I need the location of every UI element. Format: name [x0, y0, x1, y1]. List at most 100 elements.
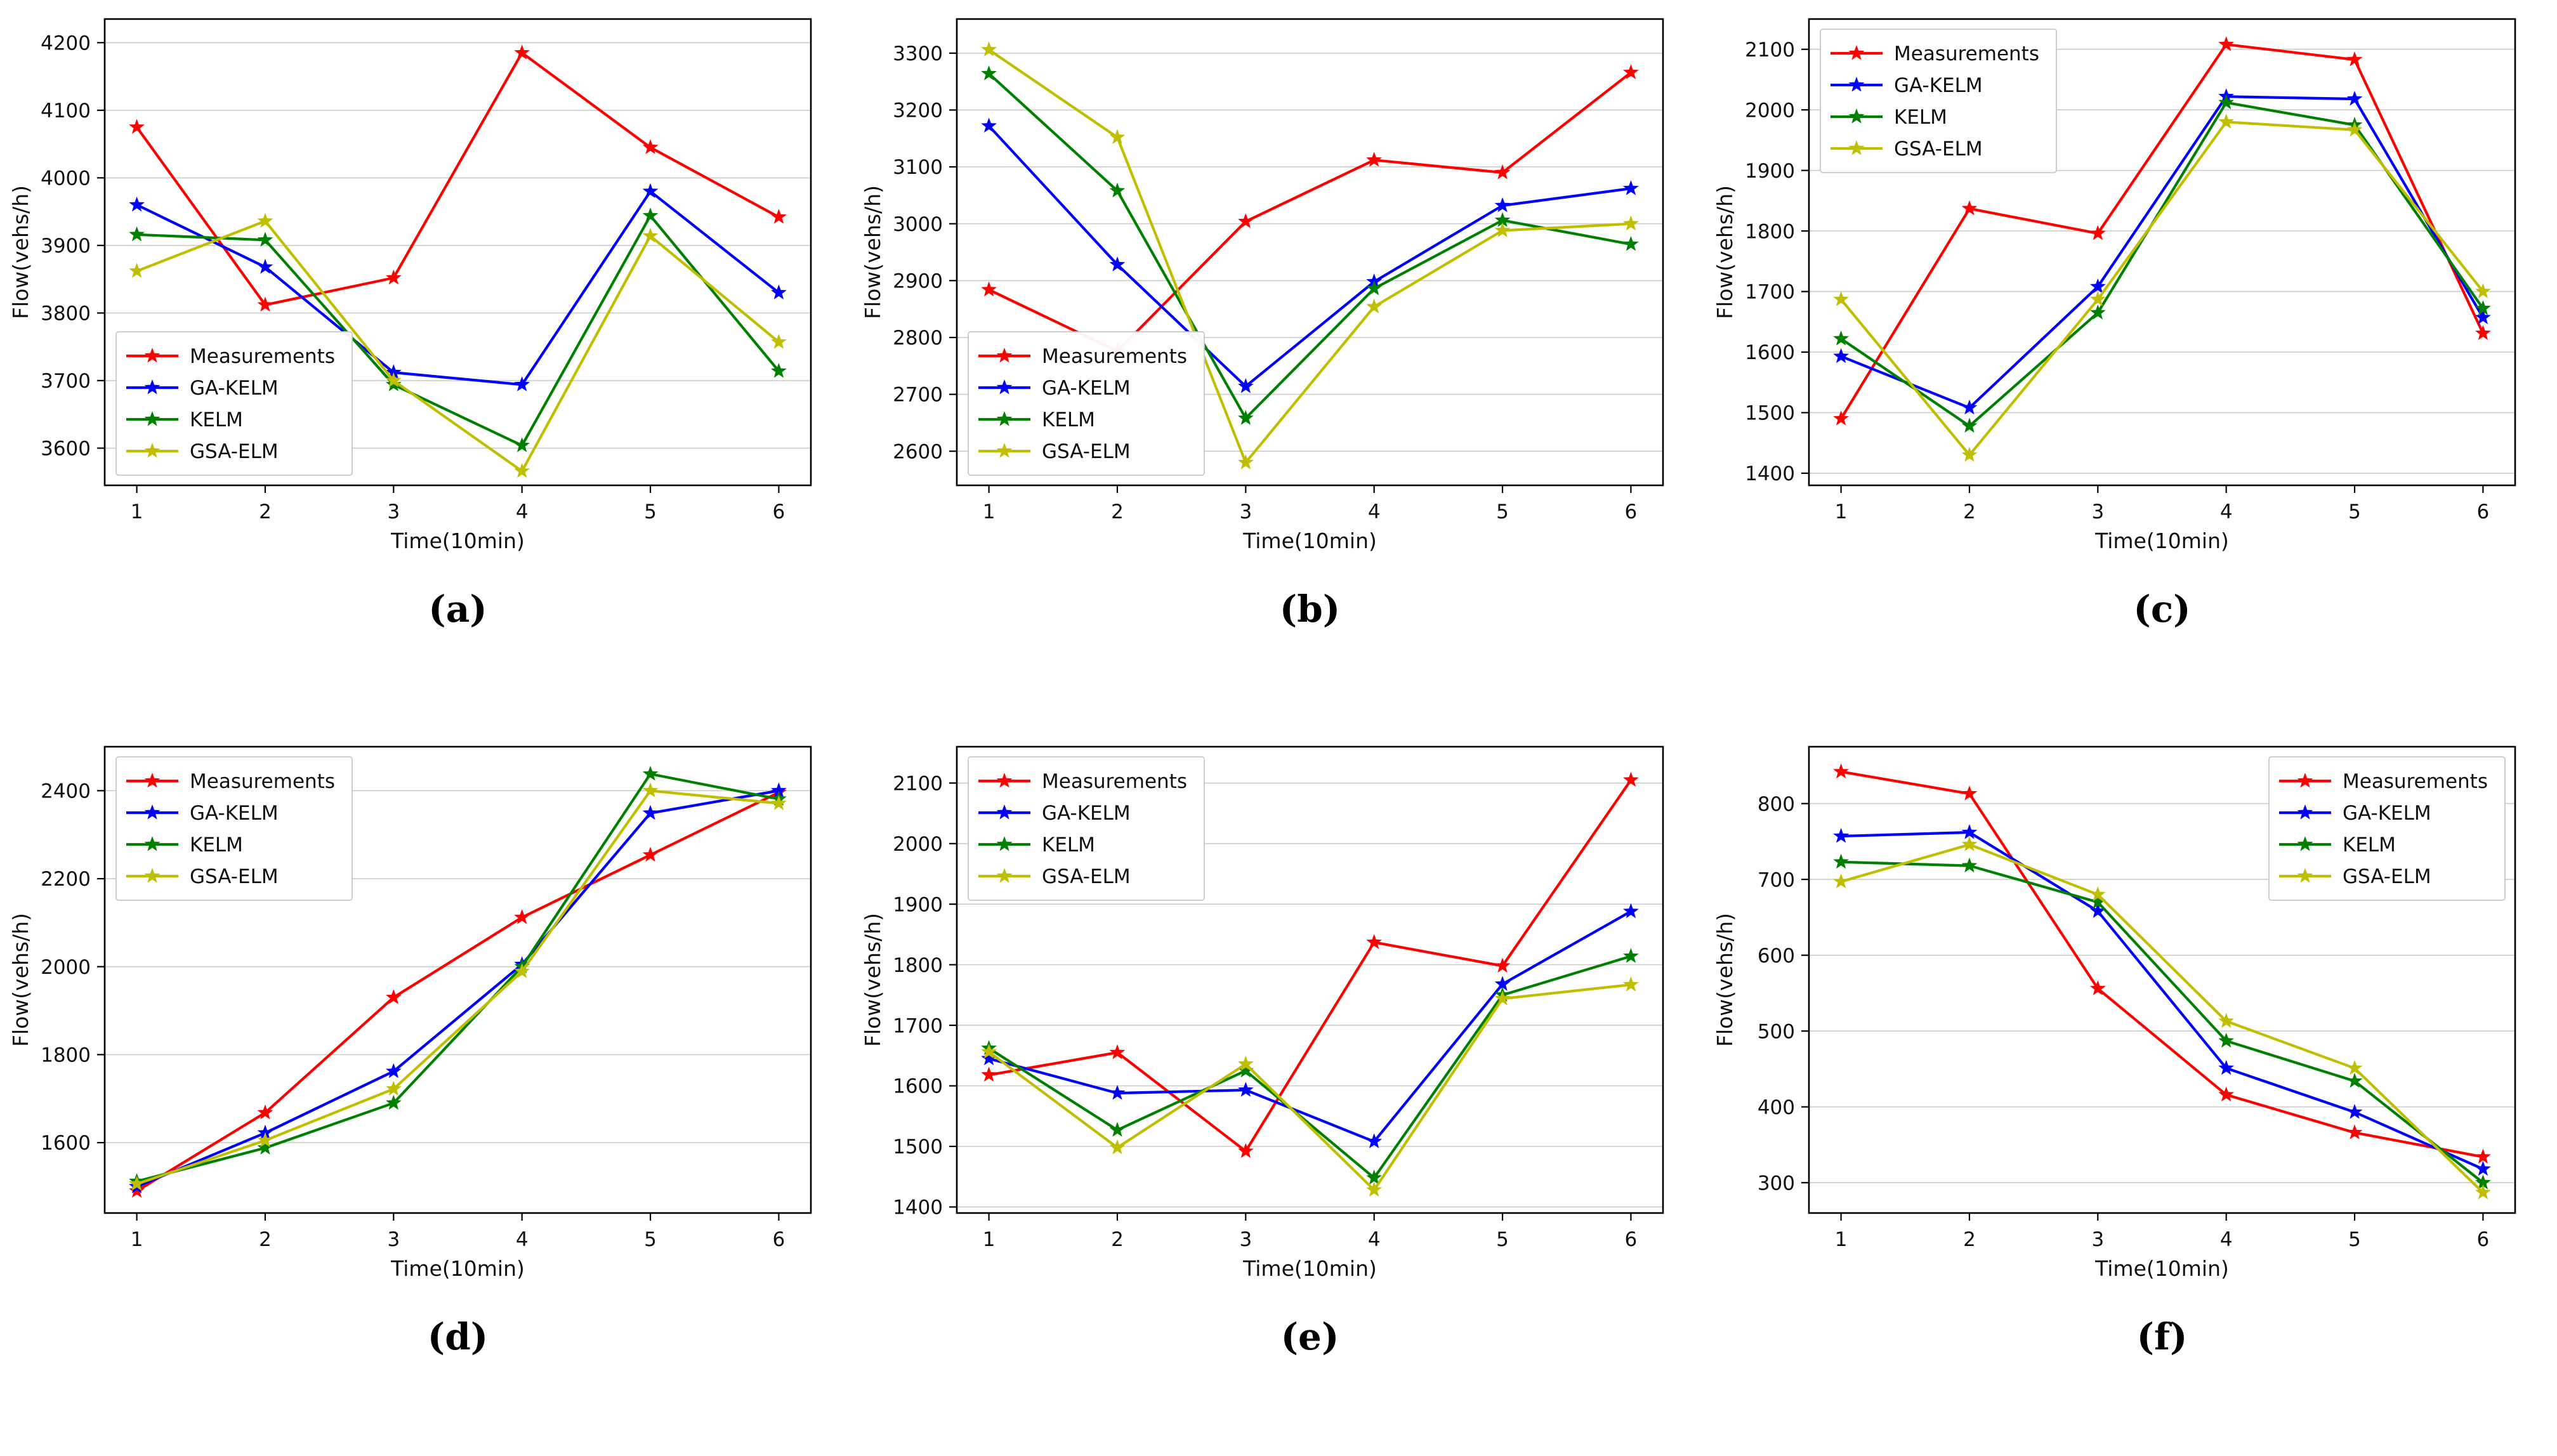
svg-text:2000: 2000: [1745, 99, 1795, 122]
chart-b-line-plot: 2600 2700 2800 2900 3000 3100 3200 3300 1 2 3 4 5 6 Ti…: [860, 18, 1664, 553]
svg-text:GSA-ELM: GSA-ELM: [1894, 138, 1983, 161]
svg-text:1: 1: [131, 1228, 143, 1251]
svg-text:4: 4: [1368, 1228, 1381, 1251]
svg-text:3000: 3000: [893, 213, 943, 236]
svg-text:1600: 1600: [893, 1075, 943, 1098]
svg-text:Measurements: Measurements: [1042, 770, 1187, 793]
subfigure-b: 2600 2700 2800 2900 3000 3100 3200 3300 1 2 3 4 5 6 Ti…: [852, 0, 1704, 728]
svg-text:GA-KELM: GA-KELM: [1042, 802, 1131, 825]
svg-text:3200: 3200: [893, 100, 943, 122]
svg-text:Measurements: Measurements: [190, 770, 335, 793]
svg-text:KELM: KELM: [1042, 834, 1095, 856]
svg-text:3300: 3300: [893, 43, 943, 65]
svg-text:Time(10min): Time(10min): [1242, 1256, 1377, 1281]
svg-text:400: 400: [1758, 1096, 1795, 1119]
svg-text:2: 2: [1963, 501, 1976, 523]
svg-text:1400: 1400: [893, 1197, 943, 1219]
svg-text:3700: 3700: [41, 370, 91, 393]
caption-d: (d): [427, 1315, 489, 1358]
svg-text:1500: 1500: [893, 1136, 943, 1158]
svg-text:5: 5: [2348, 501, 2361, 523]
svg-text:2000: 2000: [893, 833, 943, 856]
svg-text:2900: 2900: [893, 270, 943, 292]
svg-text:Flow(vehs/h): Flow(vehs/h): [1712, 913, 1737, 1047]
svg-text:500: 500: [1758, 1020, 1795, 1043]
chart-f-line-plot: 300 400 500 600 700 800 1 2 3 4 5 6 Time(10min) Flow(…: [1712, 745, 2516, 1281]
svg-text:GA-KELM: GA-KELM: [2343, 802, 2431, 825]
svg-text:5: 5: [644, 1228, 657, 1251]
svg-text:6: 6: [773, 501, 786, 523]
svg-text:1: 1: [1835, 501, 1848, 523]
svg-text:Time(10min): Time(10min): [2094, 1256, 2229, 1281]
svg-text:3600: 3600: [41, 438, 91, 461]
subfigure-e: 1400 1500 1600 1700 1800 1900 2000 2100 1 2 3 4 5 6 Ti…: [852, 728, 1704, 1455]
svg-text:3: 3: [2091, 501, 2104, 523]
svg-text:4: 4: [2220, 501, 2233, 523]
svg-text:1500: 1500: [1745, 402, 1795, 425]
chart-d-line-plot: 1600 1800 2000 2200 2400 1 2 3 4 5 6 Time(10min) Flo…: [8, 745, 812, 1281]
svg-text:KELM: KELM: [2343, 834, 2396, 856]
svg-text:2: 2: [259, 501, 272, 523]
svg-text:5: 5: [1496, 1228, 1509, 1251]
svg-text:6: 6: [773, 1228, 786, 1251]
svg-text:6: 6: [2477, 501, 2490, 523]
svg-text:1: 1: [131, 501, 143, 523]
svg-text:1600: 1600: [41, 1132, 91, 1155]
svg-text:4000: 4000: [41, 167, 91, 190]
caption-c: (c): [2133, 587, 2191, 631]
svg-text:1: 1: [983, 1228, 996, 1251]
svg-text:Flow(vehs/h): Flow(vehs/h): [1712, 185, 1737, 319]
svg-text:5: 5: [2348, 1228, 2361, 1251]
svg-text:1600: 1600: [1745, 341, 1795, 364]
svg-text:Flow(vehs/h): Flow(vehs/h): [8, 913, 33, 1047]
svg-text:1700: 1700: [1745, 281, 1795, 304]
svg-text:1800: 1800: [1745, 220, 1795, 243]
svg-text:2200: 2200: [41, 868, 91, 891]
svg-text:1: 1: [983, 501, 996, 523]
svg-text:GA-KELM: GA-KELM: [1042, 377, 1131, 400]
chart-a-line-plot: 3600 3700 3800 3900 4000 4100 4200 1 2 3 4 5 6 Time(1…: [8, 18, 812, 553]
svg-text:2600: 2600: [893, 440, 943, 463]
svg-text:3800: 3800: [41, 303, 91, 325]
chart-e-line-plot: 1400 1500 1600 1700 1800 1900 2000 2100 1 2 3 4 5 6 Ti…: [860, 745, 1664, 1281]
svg-text:4: 4: [516, 1228, 529, 1251]
svg-text:GSA-ELM: GSA-ELM: [2343, 865, 2431, 888]
svg-text:4200: 4200: [41, 32, 91, 55]
svg-text:2100: 2100: [1745, 39, 1795, 62]
svg-text:2: 2: [259, 1228, 272, 1251]
svg-text:Flow(vehs/h): Flow(vehs/h): [860, 185, 885, 319]
svg-text:600: 600: [1758, 945, 1795, 967]
caption-a: (a): [428, 587, 487, 631]
subfigure-c: 1400 1500 1600 1700 1800 1900 2000 2100 1 2 3 4 5 6 Ti…: [1704, 0, 2556, 728]
svg-text:2400: 2400: [41, 780, 91, 803]
svg-text:4100: 4100: [41, 100, 91, 122]
svg-text:3: 3: [1239, 1228, 1252, 1251]
subfigure-a: 3600 3700 3800 3900 4000 4100 4200 1 2 3 4 5 6 Time(1…: [0, 0, 852, 728]
svg-text:4: 4: [1368, 501, 1381, 523]
svg-text:4: 4: [516, 501, 529, 523]
svg-text:800: 800: [1758, 793, 1795, 816]
svg-text:1900: 1900: [1745, 160, 1795, 183]
svg-text:3: 3: [387, 1228, 400, 1251]
svg-text:1900: 1900: [893, 893, 943, 916]
svg-text:1800: 1800: [893, 954, 943, 977]
svg-text:Time(10min): Time(10min): [390, 1256, 525, 1281]
svg-text:GSA-ELM: GSA-ELM: [1042, 865, 1131, 888]
svg-text:3: 3: [2091, 1228, 2104, 1251]
svg-text:KELM: KELM: [190, 409, 243, 431]
svg-text:GSA-ELM: GSA-ELM: [190, 865, 279, 888]
svg-text:Measurements: Measurements: [2343, 770, 2488, 793]
svg-text:5: 5: [644, 501, 657, 523]
svg-text:3: 3: [387, 501, 400, 523]
svg-text:KELM: KELM: [1894, 106, 1947, 129]
svg-text:GA-KELM: GA-KELM: [190, 377, 279, 400]
svg-text:4: 4: [2220, 1228, 2233, 1251]
svg-text:5: 5: [1496, 501, 1509, 523]
caption-b: (b): [1279, 587, 1341, 631]
svg-text:6: 6: [1625, 1228, 1638, 1251]
svg-text:1: 1: [1835, 1228, 1848, 1251]
svg-text:Time(10min): Time(10min): [1242, 528, 1377, 553]
svg-text:Flow(vehs/h): Flow(vehs/h): [860, 913, 885, 1047]
svg-text:GA-KELM: GA-KELM: [190, 802, 279, 825]
